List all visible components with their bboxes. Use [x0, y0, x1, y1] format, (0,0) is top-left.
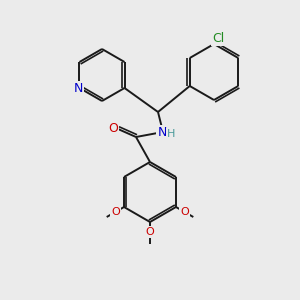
Text: O: O	[108, 122, 118, 134]
Text: N: N	[74, 82, 83, 94]
Text: H: H	[167, 129, 175, 139]
Text: O: O	[180, 207, 189, 217]
Text: O: O	[111, 207, 120, 217]
Text: O: O	[146, 227, 154, 237]
Text: Cl: Cl	[212, 32, 224, 44]
Text: N: N	[157, 125, 167, 139]
